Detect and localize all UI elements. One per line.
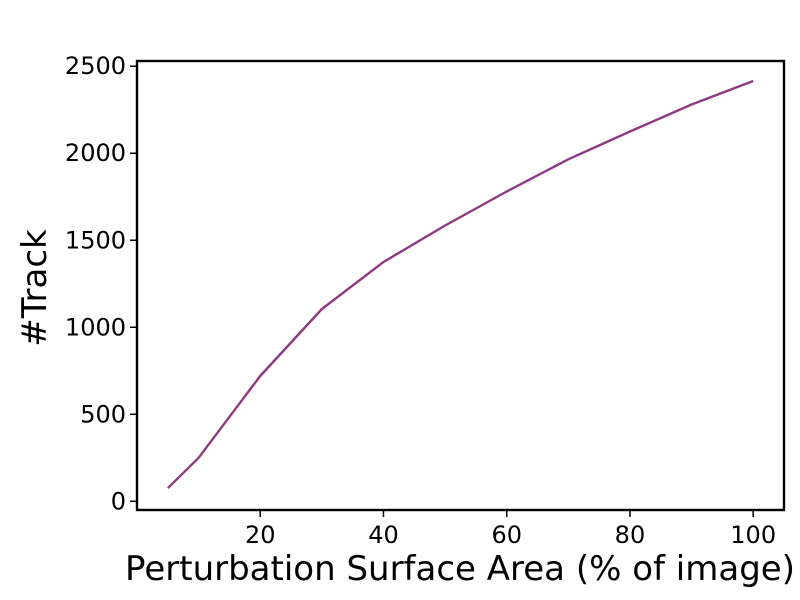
plot-area [135,59,786,512]
series-line-0 [166,79,754,490]
y-axis-label: #Track [15,229,55,347]
x-tick-label: 60 [491,521,522,549]
y-axis: 0 500 1000 1500 2000 2500 [65,52,137,515]
x-tick-label: 20 [245,521,276,549]
x-axis-label: Perturbation Surface Area (% of image) [125,549,795,589]
plot-frame [135,59,786,512]
x-tick-label: 80 [615,521,646,549]
y-tick-label: 1000 [65,313,126,341]
y-tick-label: 0 [111,487,126,515]
x-axis: 20 40 60 80 100 [245,510,776,549]
y-tick-label: 500 [80,400,126,428]
y-tick-label: 2500 [65,52,126,80]
y-tick-label: 2000 [65,139,126,167]
x-tick-label: 40 [368,521,399,549]
y-tick-label: 1500 [65,226,126,254]
x-tick-label: 100 [730,521,776,549]
